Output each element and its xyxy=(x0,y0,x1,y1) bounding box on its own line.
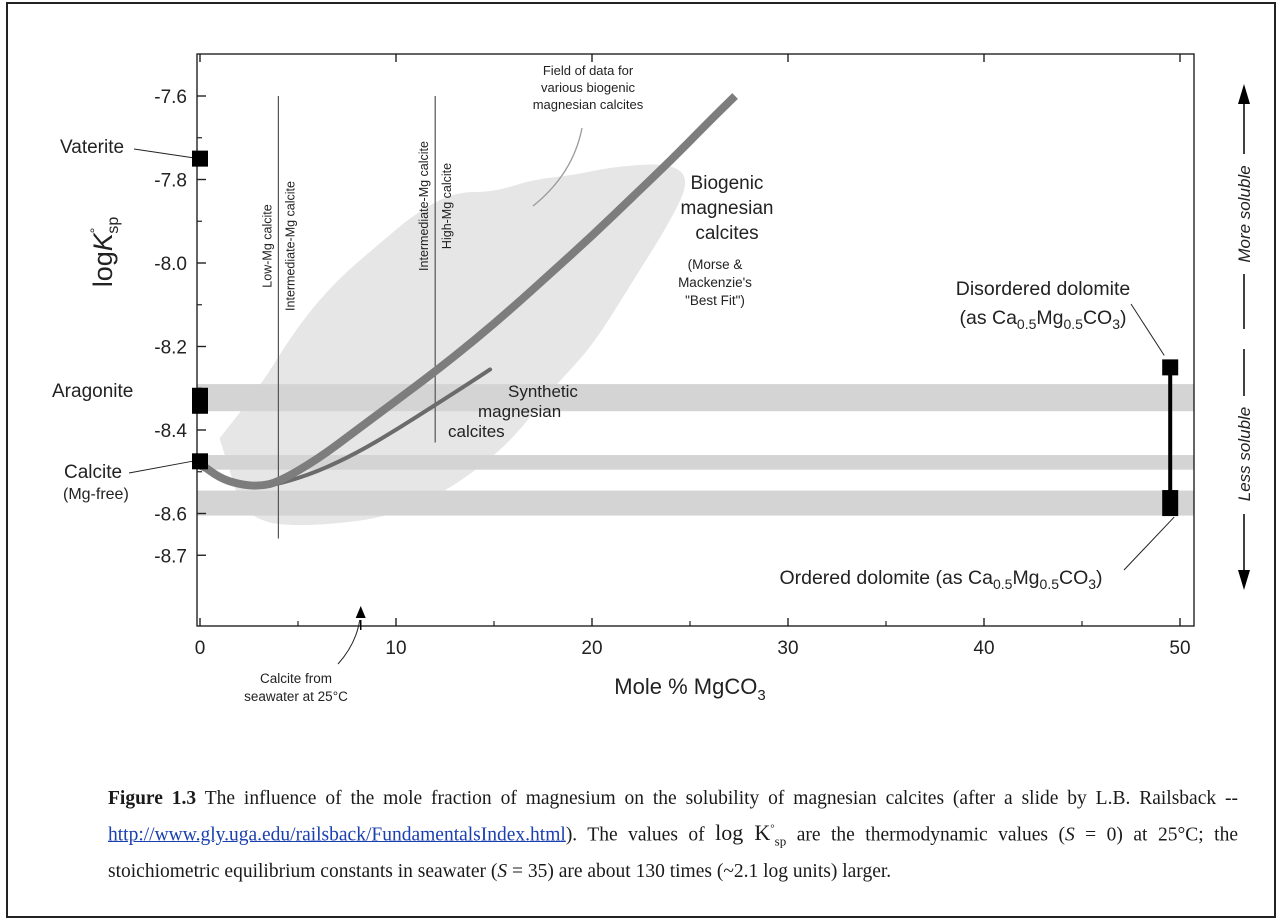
y-tick-label: -8.2 xyxy=(154,338,187,359)
label-biogenic-note: "Best Fit") xyxy=(685,293,745,308)
y-tick-label: -8.7 xyxy=(154,546,187,567)
y-axis-label-sub: sp xyxy=(105,217,122,234)
caption-text-3: are the thermodynamic values ( xyxy=(786,824,1065,846)
x-tick-label: 50 xyxy=(1169,638,1190,659)
label-field: magnesian calcites xyxy=(533,97,644,112)
label-seawater: Calcite from xyxy=(260,671,332,686)
seawater-arrow-icon xyxy=(355,606,366,618)
x-axis-label-sub: 3 xyxy=(757,687,765,704)
figure-frame: Low-Mg calcite Intermediate-Mg calcite Int… xyxy=(6,2,1276,918)
y-tick-label: -8.0 xyxy=(154,254,187,275)
label-biogenic: magnesian xyxy=(681,198,774,219)
formula-part: 3 xyxy=(1112,316,1120,332)
leader-seawater xyxy=(337,619,361,665)
caption-label: Figure 1.3 xyxy=(108,788,197,809)
leader-disordered xyxy=(1130,303,1165,356)
y-tick-label: -8.6 xyxy=(154,505,187,526)
divider-label: High-Mg calcite xyxy=(440,163,454,249)
formula-part: 0.5 xyxy=(1040,576,1060,592)
marker-calcite xyxy=(192,453,208,470)
ordered-dolomite-band xyxy=(197,490,1194,516)
x-tick-label: 30 xyxy=(777,638,798,659)
more-soluble-bg xyxy=(1230,154,1258,274)
x-tick-label: 0 xyxy=(195,638,206,659)
formula-part: CO xyxy=(1059,567,1088,589)
label-synthetic: magnesian xyxy=(478,402,561,421)
formula-part: 0.5 xyxy=(993,576,1013,592)
label-disordered-dolomite: Disordered dolomite xyxy=(956,278,1131,300)
label-seawater: seawater at 25°C xyxy=(244,689,348,704)
leader-vaterite xyxy=(133,148,193,159)
chart: Low-Mg calcite Intermediate-Mg calcite Int… xyxy=(52,53,1258,704)
caption-text-1: The influence of the mole fraction of ma… xyxy=(196,788,1238,809)
y-axis-label: logK° sp xyxy=(87,217,122,288)
label-vaterite: Vaterite xyxy=(60,137,124,158)
caption-text-2: ). The values of xyxy=(565,824,716,846)
biogenic-curve xyxy=(197,93,738,490)
arrow-up-icon xyxy=(1238,84,1250,104)
label-more-soluble: More soluble xyxy=(1235,165,1254,262)
leader-ordered xyxy=(1123,516,1175,571)
y-axis-label-k: K xyxy=(88,232,118,251)
divider-label: Intermediate-Mg calcite xyxy=(283,181,297,311)
caption-text-5: = 35) are about 130 times (~2.1 log unit… xyxy=(507,860,892,882)
label-biogenic-note: (Morse & xyxy=(688,257,743,272)
formula-part: ) xyxy=(1120,307,1127,329)
y-axis-label-deg: ° xyxy=(87,228,103,234)
formula-part: Mg xyxy=(1036,307,1063,329)
label-calcite: Calcite xyxy=(64,462,122,483)
x-axis-label: Mole % MgCO3 xyxy=(614,674,765,704)
leader-calcite xyxy=(128,460,193,474)
divider-label: Intermediate-Mg calcite xyxy=(417,141,431,271)
figure-caption: Figure 1.3 The influence of the mole fra… xyxy=(108,784,1238,887)
x-tick-label: 10 xyxy=(385,638,406,659)
caption-s-2: S xyxy=(497,860,508,882)
label-disordered-formula: (as Ca0.5Mg0.5CO3) xyxy=(959,307,1126,332)
leader-field xyxy=(532,127,583,207)
formula-part: Ordered dolomite (as Ca xyxy=(779,567,993,589)
y-tick-label: -8.4 xyxy=(154,421,187,442)
formula-part: 3 xyxy=(1088,576,1096,592)
marker-aragonite xyxy=(192,387,208,414)
marker-vaterite xyxy=(192,150,208,167)
caption-logk: log K°sp xyxy=(715,820,787,849)
x-tick-label: 20 xyxy=(581,638,602,659)
caption-text-4: = 0) at 25°C; the stoichiometric equilib… xyxy=(108,824,1238,882)
plot-frame xyxy=(196,53,1195,627)
label-field: Field of data for xyxy=(543,63,634,78)
formula-part: Mg xyxy=(1012,567,1039,589)
y-tick-label: -7.6 xyxy=(154,87,187,108)
formula-part: (as Ca xyxy=(959,307,1017,329)
label-calcite-sub: (Mg-free) xyxy=(63,486,129,503)
x-tick-label: 40 xyxy=(973,638,994,659)
formula-part: CO xyxy=(1083,307,1112,329)
label-ordered-dolomite: Ordered dolomite (as Ca0.5Mg0.5CO3) xyxy=(779,567,1102,592)
arrow-down-icon xyxy=(1238,570,1250,590)
label-synthetic: calcites xyxy=(448,422,505,441)
calcite-band xyxy=(197,455,1194,470)
label-synthetic: Synthetic xyxy=(508,382,578,401)
label-less-soluble: Less soluble xyxy=(1235,407,1254,502)
divider-label: Low-Mg calcite xyxy=(260,204,274,287)
label-aragonite: Aragonite xyxy=(52,381,133,402)
formula-part: 0.5 xyxy=(1017,316,1037,332)
caption-s-1: S xyxy=(1064,824,1075,846)
label-biogenic: calcites xyxy=(695,223,758,244)
label-biogenic: Biogenic xyxy=(691,173,764,194)
aragonite-band xyxy=(197,384,1194,412)
caption-link[interactable]: http://www.gly.uga.edu/railsback/Fundame… xyxy=(108,824,566,846)
label-biogenic-note: Mackenzie's xyxy=(678,275,752,290)
formula-part: 0.5 xyxy=(1063,316,1083,332)
y-axis-label-log: log xyxy=(88,251,118,287)
less-soluble-bg xyxy=(1230,396,1258,514)
formula-part: ) xyxy=(1096,567,1103,589)
y-tick-label: -7.8 xyxy=(154,171,187,192)
label-field: various biogenic xyxy=(541,80,635,95)
